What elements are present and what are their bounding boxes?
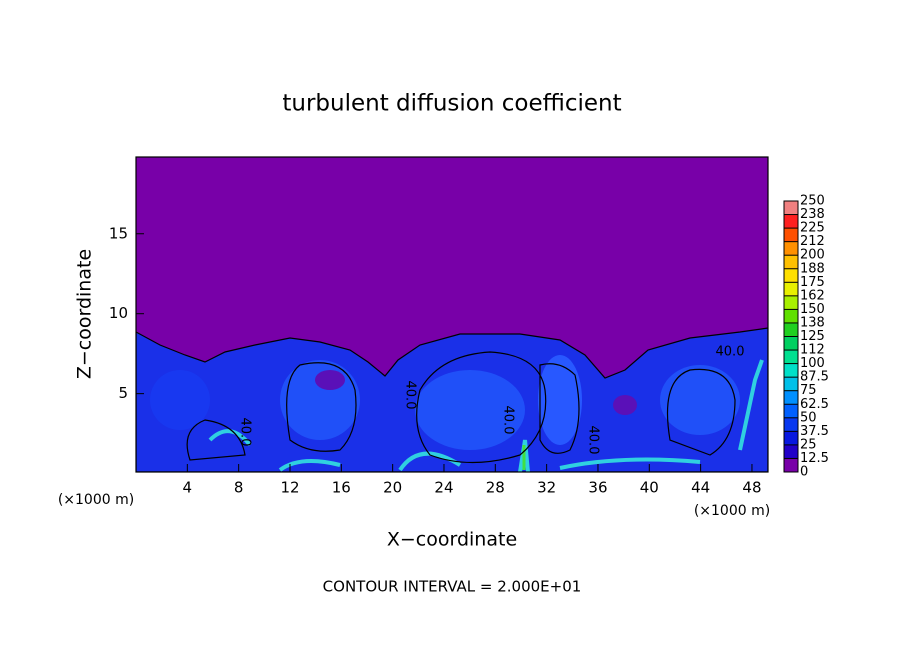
colorbar-label: 112 (800, 343, 825, 358)
colorbar-label: 12.5 (800, 451, 829, 466)
colorbar-label: 250 (800, 194, 825, 209)
colorbar-label: 188 (800, 261, 825, 276)
x-tick-label: 48 (742, 479, 761, 497)
colorbar-bin (784, 404, 798, 418)
x-tick-label: 32 (537, 479, 556, 497)
colorbar-bin (784, 201, 798, 215)
x-tick-label: 16 (332, 479, 351, 497)
colorbar-label: 162 (800, 288, 825, 303)
contour-label: 40.0 (403, 381, 418, 410)
colorbar-bin (784, 350, 798, 364)
contour-label: 40.0 (501, 406, 516, 435)
colorbar-bin (784, 390, 798, 405)
contour-label: 40.0 (716, 345, 745, 360)
contour-label: 40.0 (586, 426, 601, 455)
high-streak (208, 359, 764, 472)
colorbar-label: 62.5 (800, 397, 829, 412)
colorbar-label: 200 (800, 248, 825, 263)
x-tick-label: 8 (234, 479, 244, 497)
colorbar-label: 138 (800, 315, 825, 330)
y-tick-label: 5 (118, 384, 128, 402)
plot-frame (135, 156, 769, 473)
colorbar-bin (784, 282, 798, 296)
x-tick-label: 12 (280, 479, 299, 497)
x-unit: (×1000 m) (694, 503, 770, 519)
light-patch (150, 370, 210, 430)
colorbar-label: 238 (800, 207, 825, 222)
x-tick-label: 40 (640, 479, 659, 497)
y-axis-label: Z−coordinate (74, 249, 96, 379)
colorbar-bin (784, 241, 798, 256)
field (136, 157, 768, 472)
contour-line (186, 351, 736, 464)
colorbar-bin (784, 444, 798, 459)
contour-interval: CONTOUR INTERVAL = 2.000E+01 (323, 578, 582, 596)
colorbar-label: 175 (800, 275, 825, 290)
colorbar-bin (784, 268, 798, 283)
light-patch (538, 355, 582, 445)
y-unit: (×1000 m) (58, 492, 134, 508)
colorbar-label: 100 (800, 356, 825, 371)
x-tick-label: 20 (383, 479, 402, 497)
chart-title: turbulent diffusion coefficient (282, 91, 621, 117)
colorbar-bin (784, 458, 798, 472)
x-tick-label: 36 (588, 479, 607, 497)
colorbar-bin (784, 255, 798, 269)
colorbar-label: 150 (800, 302, 825, 317)
colorbar-label: 87.5 (800, 370, 829, 385)
colorbar-label: 37.5 (800, 424, 829, 439)
light-patch (415, 370, 525, 450)
x-axis-label: X−coordinate (387, 529, 517, 551)
light-patch (280, 360, 360, 440)
light-patch (660, 365, 740, 435)
colorbar-bin (784, 377, 798, 391)
colorbar-bin (784, 431, 798, 445)
x-tick-label: 44 (691, 479, 710, 497)
colorbar-bin (784, 363, 798, 378)
colorbar-bin (784, 309, 798, 323)
low-pocket (613, 395, 637, 415)
colorbar-label: 50 (800, 410, 817, 425)
colorbar-label: 212 (800, 234, 825, 249)
x-tick-label: 4 (183, 479, 193, 497)
colorbar-label: 225 (800, 221, 825, 236)
contour-label: 40.0 (238, 418, 253, 447)
colorbar-label: 75 (800, 383, 817, 398)
colorbar-label: 0 (800, 465, 808, 480)
y-tick-label: 10 (109, 304, 128, 322)
colorbar-bin (784, 228, 798, 242)
colorbar-bin (784, 417, 798, 432)
colorbar-bin (784, 295, 798, 310)
y-tick-label: 15 (109, 224, 128, 242)
x-tick-label: 28 (486, 479, 505, 497)
colorbar-label: 125 (800, 329, 825, 344)
low-pocket (315, 370, 345, 390)
colorbar-bin (784, 336, 798, 351)
colorbar-bin (784, 214, 798, 229)
x-tick-label: 24 (434, 479, 453, 497)
colorbar-bin (784, 322, 798, 337)
colorbar-label: 25 (800, 437, 817, 452)
